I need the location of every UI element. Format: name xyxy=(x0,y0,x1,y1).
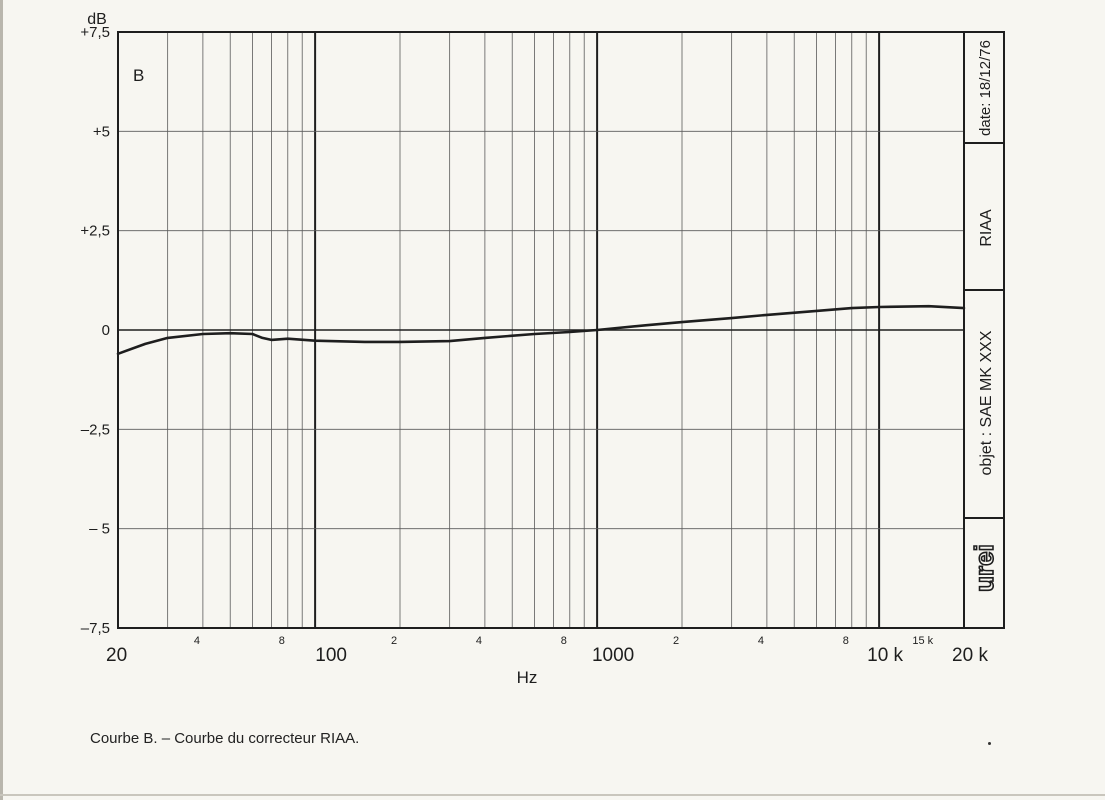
page-edge-rule xyxy=(0,0,3,800)
y-tick-label: –2,5 xyxy=(81,421,110,438)
chart-axes: +7,5 +5 +2,5 0 –2,5 – 5 –7,5 20 4 8 100 2 4 8 1000 2 4 8 1… xyxy=(80,24,988,666)
x-axis-label: Hz xyxy=(517,668,538,687)
x-tick-label: 8 xyxy=(561,635,567,647)
x-tick-label: 15 k xyxy=(912,635,933,647)
side-panel-object: objet : SAE MK XXX xyxy=(978,330,995,475)
x-tick-label: 8 xyxy=(843,635,849,647)
x-tick-label: 4 xyxy=(194,635,200,647)
y-axis-label: dB xyxy=(87,11,107,28)
y-tick-label: –7,5 xyxy=(81,620,110,637)
chart-grid xyxy=(118,31,964,629)
x-tick-label: 4 xyxy=(758,635,764,647)
chart-panel-label: B xyxy=(133,66,144,85)
side-panel-curve: RIAA xyxy=(978,209,995,247)
side-panel: date: 18/12/76 RIAA objet : SAE MK XXX u… xyxy=(963,31,1005,629)
response-curve xyxy=(116,304,966,356)
y-tick-label: – 5 xyxy=(89,521,110,538)
chart-series xyxy=(116,304,966,356)
urei-logo: urei xyxy=(969,544,999,592)
x-tick-label: 2 xyxy=(391,635,397,647)
y-tick-label: +2,5 xyxy=(80,223,110,240)
figure-caption: Courbe B. – Courbe du correcteur RIAA. xyxy=(90,730,360,747)
x-tick-label: 100 xyxy=(315,645,347,666)
page-bottom-rule xyxy=(0,794,1105,796)
x-tick-label: 20 xyxy=(106,645,127,666)
frequency-response-chart: +7,5 +5 +2,5 0 –2,5 – 5 –7,5 20 4 8 100 2 4 8 1000 2 4 8 1… xyxy=(80,11,1005,687)
y-tick-label: 0 xyxy=(102,322,110,339)
x-tick-label: 2 xyxy=(673,635,679,647)
x-tick-label: 8 xyxy=(279,635,285,647)
x-tick-label: 4 xyxy=(476,635,482,647)
x-tick-label: 1000 xyxy=(592,645,634,666)
x-tick-label: 20 k xyxy=(952,645,988,666)
x-tick-label: 10 k xyxy=(867,645,903,666)
y-tick-label: +5 xyxy=(93,123,110,140)
side-panel-date: date: 18/12/76 xyxy=(977,40,994,136)
y-tick-label: +7,5 xyxy=(80,24,110,41)
page-speck xyxy=(988,742,991,745)
